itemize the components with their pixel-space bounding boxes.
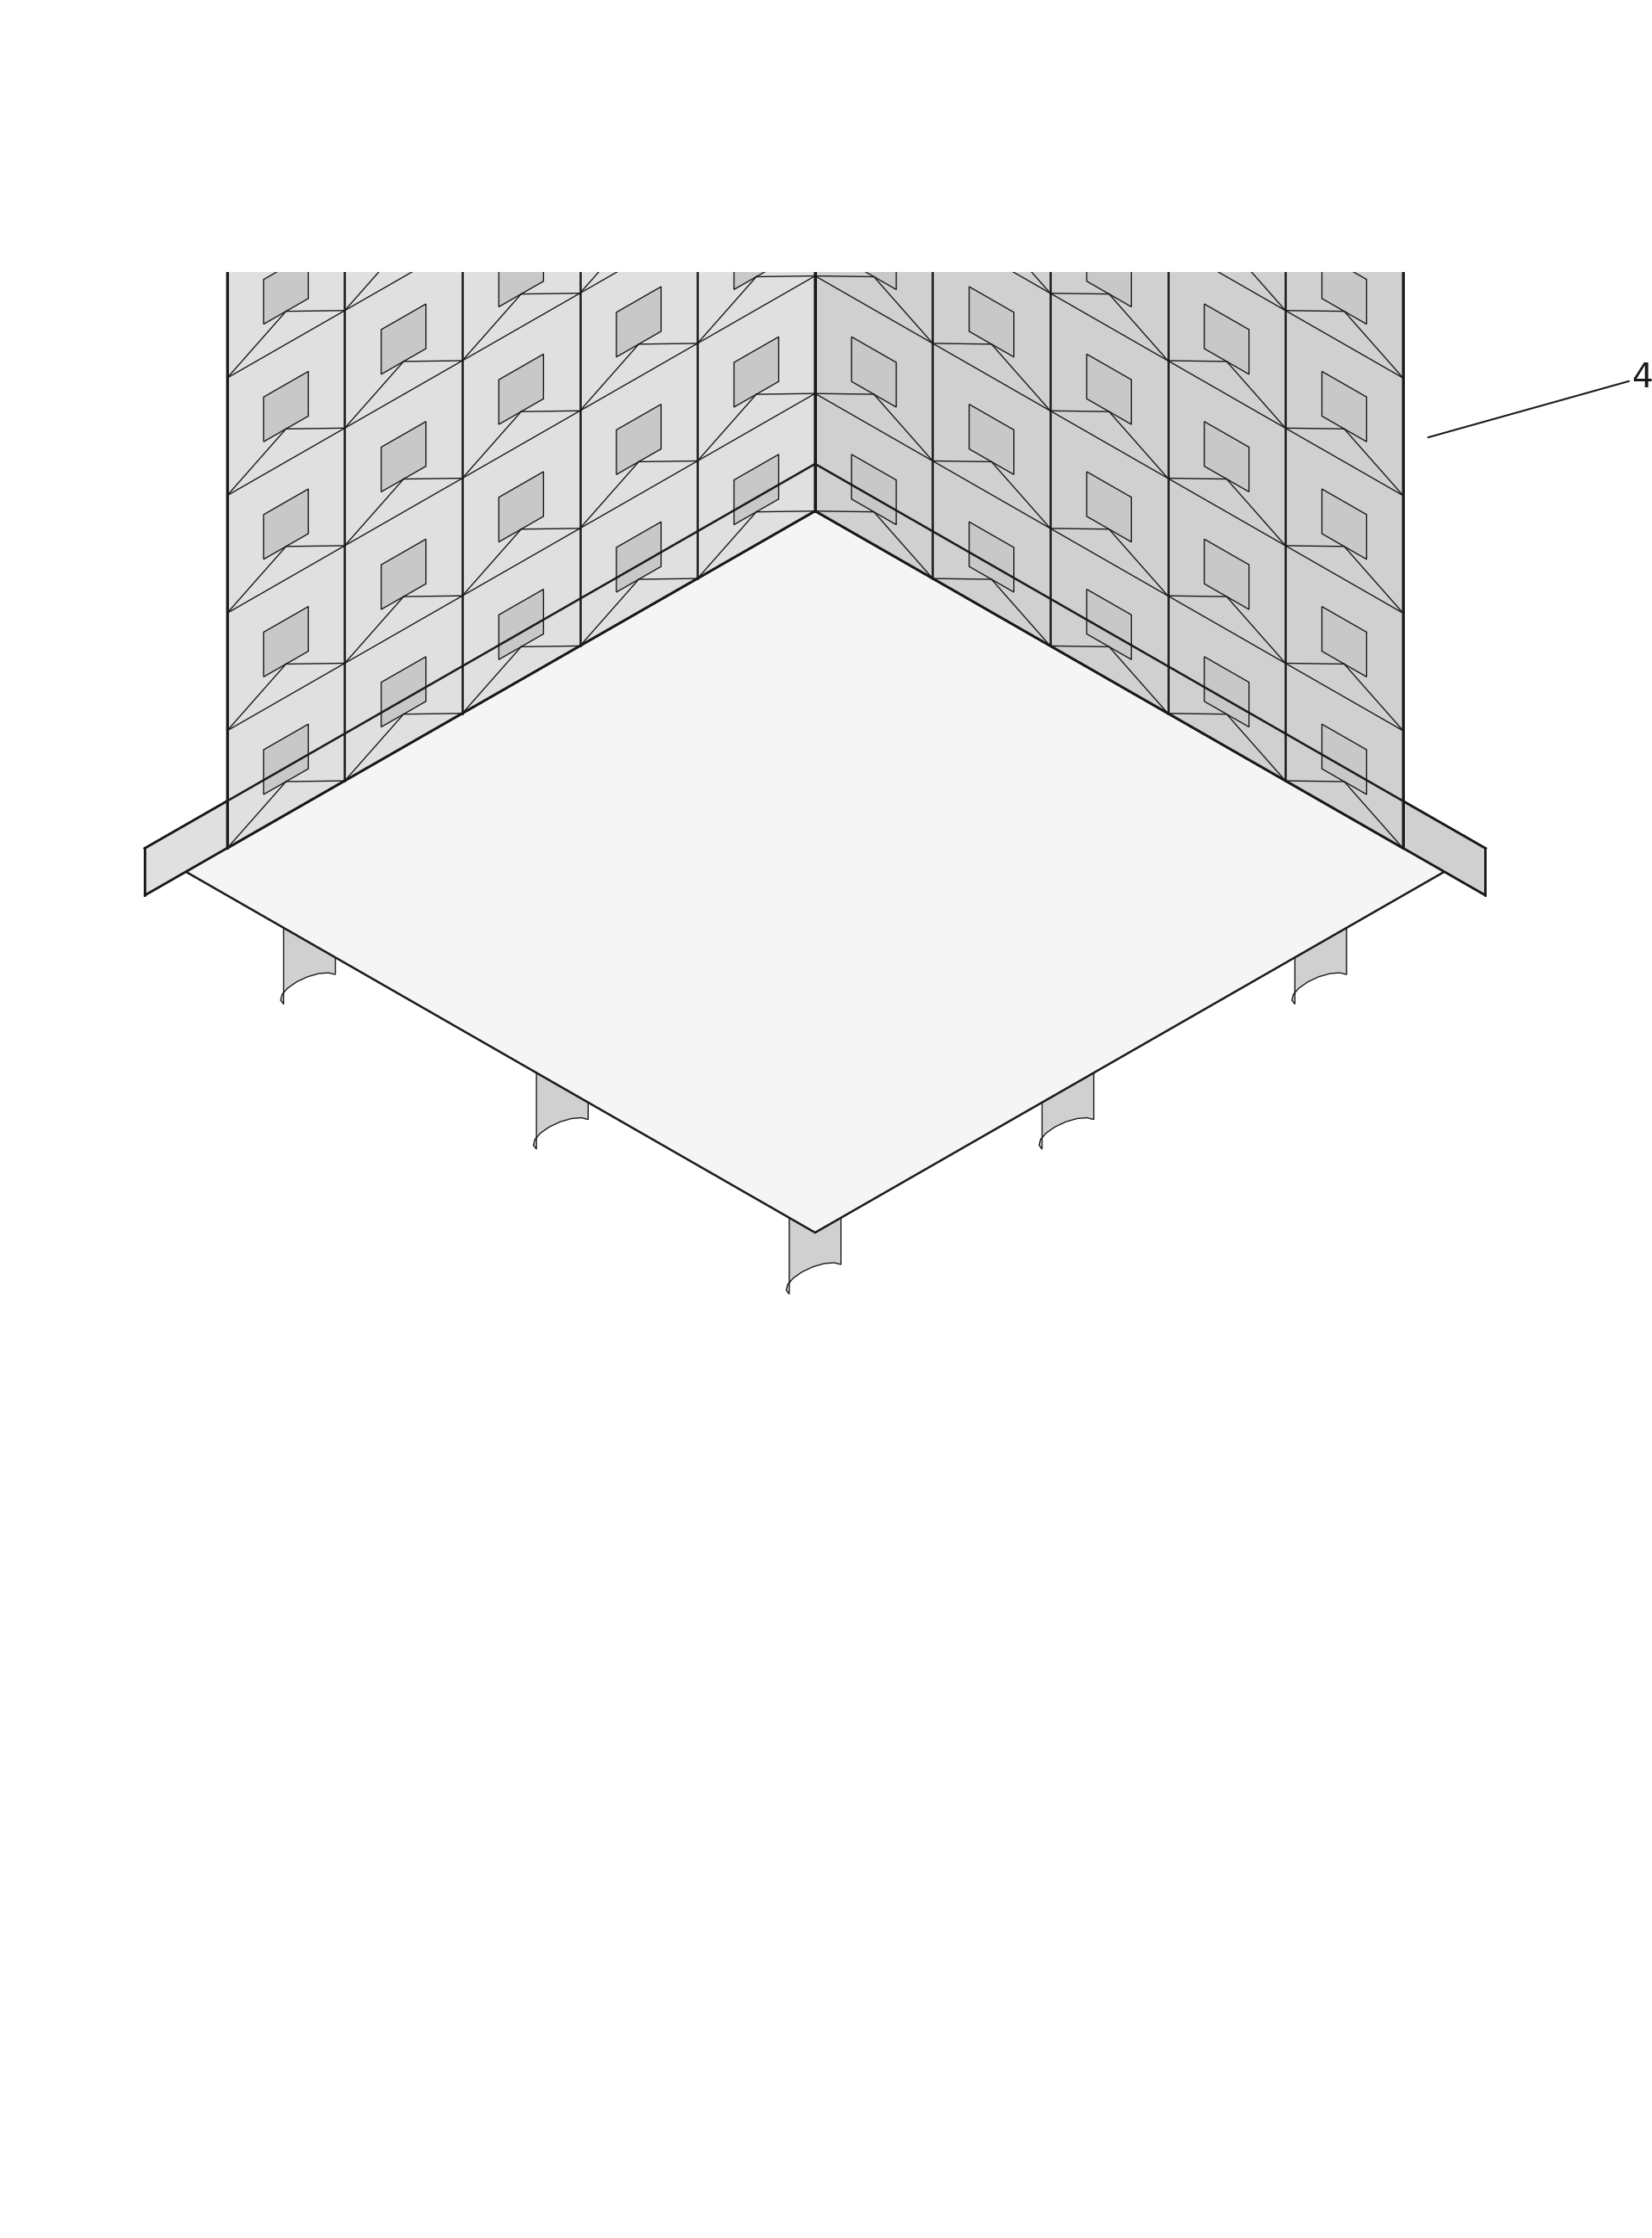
Polygon shape bbox=[499, 589, 544, 660]
Polygon shape bbox=[616, 51, 661, 121]
Polygon shape bbox=[499, 354, 544, 425]
Polygon shape bbox=[382, 304, 426, 374]
Polygon shape bbox=[264, 18, 309, 90]
Polygon shape bbox=[1087, 354, 1132, 425]
Polygon shape bbox=[733, 336, 778, 407]
Polygon shape bbox=[1322, 606, 1366, 676]
Polygon shape bbox=[616, 170, 661, 239]
Polygon shape bbox=[851, 219, 897, 289]
Polygon shape bbox=[970, 51, 1014, 121]
Polygon shape bbox=[851, 336, 897, 407]
Polygon shape bbox=[1322, 137, 1366, 206]
Polygon shape bbox=[1322, 18, 1366, 90]
Polygon shape bbox=[786, 880, 844, 911]
Polygon shape bbox=[382, 69, 426, 139]
Polygon shape bbox=[970, 170, 1014, 239]
Polygon shape bbox=[786, 1168, 841, 1294]
Polygon shape bbox=[264, 606, 309, 676]
Polygon shape bbox=[851, 101, 897, 172]
Polygon shape bbox=[228, 0, 814, 848]
Polygon shape bbox=[534, 734, 591, 768]
Polygon shape bbox=[145, 463, 814, 895]
Polygon shape bbox=[1087, 237, 1132, 307]
Polygon shape bbox=[281, 880, 335, 1005]
Polygon shape bbox=[382, 0, 426, 22]
Polygon shape bbox=[970, 405, 1014, 474]
Text: 4: 4 bbox=[1427, 360, 1652, 436]
Polygon shape bbox=[1204, 186, 1249, 257]
Polygon shape bbox=[814, 463, 1485, 895]
Polygon shape bbox=[1039, 1023, 1097, 1056]
Polygon shape bbox=[1322, 372, 1366, 441]
Polygon shape bbox=[1204, 69, 1249, 139]
Polygon shape bbox=[970, 521, 1014, 593]
Polygon shape bbox=[264, 253, 309, 325]
Polygon shape bbox=[786, 589, 841, 714]
Polygon shape bbox=[382, 421, 426, 492]
Polygon shape bbox=[616, 521, 661, 593]
Polygon shape bbox=[616, 286, 661, 358]
Polygon shape bbox=[1204, 304, 1249, 374]
Polygon shape bbox=[1322, 488, 1366, 560]
Polygon shape bbox=[733, 454, 778, 524]
Polygon shape bbox=[1292, 880, 1350, 911]
Polygon shape bbox=[499, 2, 544, 72]
Polygon shape bbox=[499, 472, 544, 542]
Polygon shape bbox=[534, 734, 588, 859]
Polygon shape bbox=[616, 0, 661, 4]
Polygon shape bbox=[264, 488, 309, 560]
Polygon shape bbox=[228, 0, 1403, 94]
Polygon shape bbox=[814, 0, 1403, 848]
Polygon shape bbox=[786, 589, 844, 622]
Polygon shape bbox=[1087, 589, 1132, 660]
Polygon shape bbox=[264, 137, 309, 206]
Polygon shape bbox=[264, 372, 309, 441]
Polygon shape bbox=[499, 119, 544, 190]
Polygon shape bbox=[1087, 119, 1132, 190]
Polygon shape bbox=[1039, 734, 1094, 859]
Polygon shape bbox=[970, 0, 1014, 4]
Polygon shape bbox=[1087, 2, 1132, 72]
Polygon shape bbox=[733, 219, 778, 289]
Polygon shape bbox=[1039, 734, 1097, 768]
Polygon shape bbox=[1039, 1023, 1094, 1148]
Polygon shape bbox=[281, 880, 339, 911]
Polygon shape bbox=[1292, 880, 1346, 1005]
Polygon shape bbox=[786, 880, 841, 1005]
Polygon shape bbox=[616, 405, 661, 474]
Polygon shape bbox=[382, 539, 426, 609]
Polygon shape bbox=[851, 454, 897, 524]
Polygon shape bbox=[733, 0, 778, 54]
Polygon shape bbox=[382, 656, 426, 727]
Polygon shape bbox=[786, 1168, 844, 1202]
Polygon shape bbox=[198, 0, 1431, 110]
Polygon shape bbox=[1322, 725, 1366, 794]
Polygon shape bbox=[970, 286, 1014, 358]
Polygon shape bbox=[1204, 656, 1249, 727]
Polygon shape bbox=[264, 725, 309, 794]
Polygon shape bbox=[145, 463, 1485, 1233]
Polygon shape bbox=[1204, 0, 1249, 22]
Polygon shape bbox=[851, 0, 897, 54]
Polygon shape bbox=[382, 186, 426, 257]
Polygon shape bbox=[1087, 472, 1132, 542]
Polygon shape bbox=[534, 1023, 588, 1148]
Polygon shape bbox=[534, 1023, 591, 1056]
Polygon shape bbox=[733, 101, 778, 172]
Polygon shape bbox=[1204, 539, 1249, 609]
Polygon shape bbox=[1322, 253, 1366, 325]
Polygon shape bbox=[1204, 421, 1249, 492]
Polygon shape bbox=[499, 237, 544, 307]
